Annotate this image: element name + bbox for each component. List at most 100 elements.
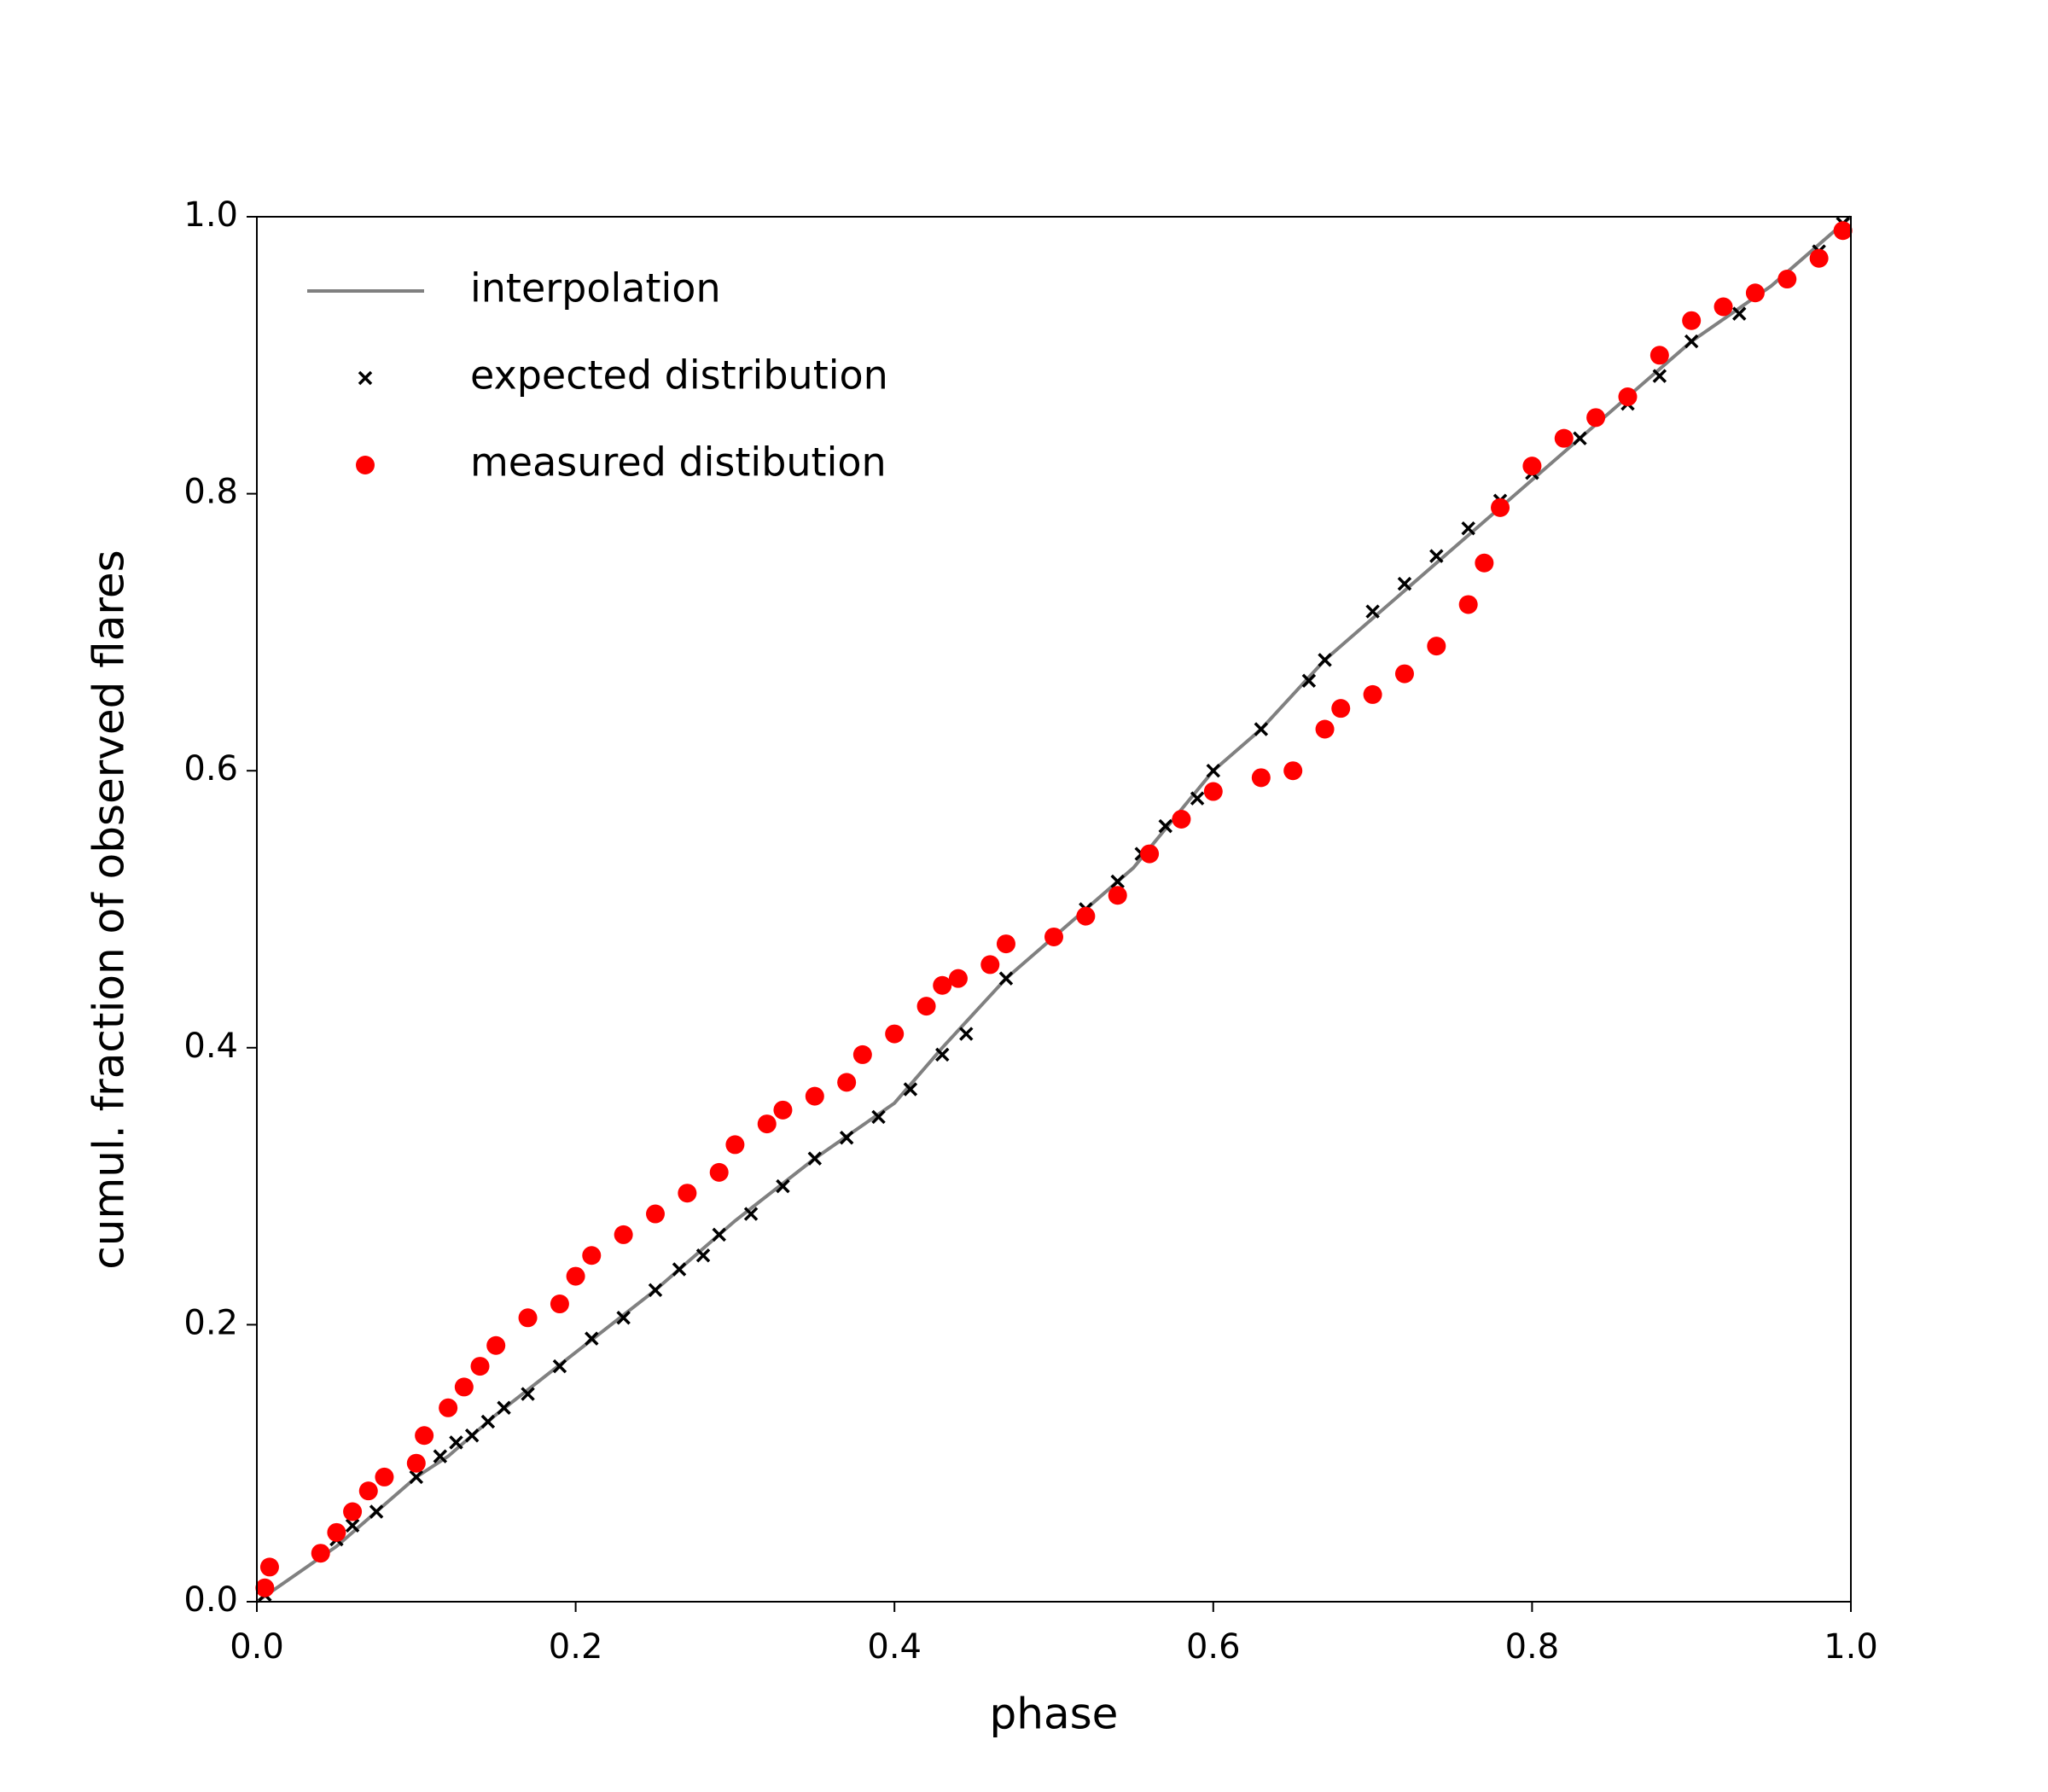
x-tick-label: 0.6 <box>1186 1627 1241 1667</box>
x-tick-label: 0.8 <box>1505 1627 1560 1667</box>
x-marker <box>345 1518 360 1533</box>
dot-marker <box>837 1073 857 1092</box>
y-tick-label: 0.0 <box>183 1580 238 1620</box>
dot-marker <box>470 1357 490 1376</box>
dot-marker <box>646 1204 665 1224</box>
dot-marker <box>885 1024 905 1044</box>
dot-marker <box>1777 270 1797 289</box>
dot-marker <box>1331 699 1351 719</box>
x-marker <box>449 1435 463 1450</box>
dot-marker <box>1649 346 1669 365</box>
dot-marker <box>805 1086 824 1106</box>
dot-marker <box>678 1184 697 1203</box>
x-marker <box>959 1027 974 1041</box>
dot-marker <box>1394 664 1414 684</box>
dot-marker <box>486 1335 506 1355</box>
legend-x <box>358 370 373 386</box>
dot-marker <box>1458 595 1478 614</box>
x-marker <box>497 1400 511 1416</box>
dot-marker <box>1044 927 1063 946</box>
dot-marker <box>582 1246 602 1265</box>
x-marker <box>807 1151 823 1166</box>
x-marker <box>712 1227 726 1242</box>
y-tick-label: 0.8 <box>183 473 238 512</box>
x-tick-label: 0.2 <box>549 1627 603 1667</box>
dot-marker <box>1522 457 1542 476</box>
dot-marker <box>454 1377 474 1397</box>
dot-marker <box>1833 221 1853 241</box>
dot-marker <box>1713 297 1733 317</box>
x-marker <box>935 1047 950 1062</box>
x-marker <box>1301 673 1317 688</box>
dot-marker <box>1682 311 1702 330</box>
x-marker <box>552 1359 567 1374</box>
plot-frame <box>256 216 1852 1603</box>
x-tick-label: 1.0 <box>1824 1627 1878 1667</box>
x-marker <box>1190 791 1205 806</box>
x-marker <box>1732 306 1747 321</box>
dot-marker <box>725 1135 745 1155</box>
dot-marker <box>1554 428 1574 448</box>
dot-marker <box>518 1308 538 1328</box>
x-marker <box>1397 576 1412 591</box>
y-tick-label: 0.4 <box>183 1027 238 1066</box>
dot-marker <box>1140 844 1160 864</box>
x-marker <box>695 1248 711 1263</box>
dot-marker <box>358 1481 378 1501</box>
x-marker <box>433 1449 448 1463</box>
x-marker <box>1318 653 1332 667</box>
dot-marker <box>439 1398 458 1417</box>
x-marker <box>672 1262 687 1277</box>
x-marker <box>903 1082 918 1097</box>
legend-label: expected distribution <box>470 352 888 399</box>
dot-marker <box>1427 637 1446 656</box>
x-marker <box>998 971 1014 986</box>
x-marker <box>369 1504 384 1519</box>
x-marker <box>1110 874 1125 889</box>
x-marker <box>871 1109 886 1125</box>
dot-marker <box>327 1522 346 1542</box>
dot-marker <box>550 1295 569 1314</box>
x-marker <box>1206 763 1221 778</box>
dot-marker <box>255 1578 275 1597</box>
dot-marker <box>343 1502 363 1521</box>
x-marker <box>1573 431 1587 445</box>
dot-marker <box>1745 283 1765 303</box>
dot-marker <box>948 969 968 988</box>
x-marker <box>743 1207 759 1221</box>
x-marker <box>648 1283 663 1298</box>
dot-marker <box>916 997 936 1016</box>
dot-marker <box>566 1266 585 1286</box>
y-tick-label: 1.0 <box>183 195 238 235</box>
dot-marker <box>614 1225 633 1244</box>
dot-marker <box>1108 886 1127 905</box>
x-marker <box>409 1469 424 1485</box>
x-marker <box>1158 818 1172 834</box>
y-tick-label: 0.2 <box>183 1303 238 1342</box>
x-marker <box>521 1387 535 1401</box>
dot-marker <box>757 1114 777 1134</box>
x-marker <box>616 1311 631 1325</box>
dot-marker <box>980 955 1000 975</box>
dot-marker <box>933 975 952 995</box>
x-marker <box>1461 521 1475 536</box>
x-marker <box>776 1178 790 1194</box>
dot-marker <box>1475 553 1494 573</box>
dot-marker <box>1586 408 1606 428</box>
x-marker <box>585 1331 599 1346</box>
legend-label: interpolation <box>470 265 721 311</box>
y-axis-label: cumul. fraction of observed flares <box>84 550 134 1269</box>
y-tick-label: 0.6 <box>183 749 238 788</box>
dot-marker <box>415 1426 434 1446</box>
dot-marker <box>709 1162 729 1182</box>
dot-marker <box>1618 387 1638 406</box>
x-marker <box>839 1131 854 1145</box>
x-axis-label: phase <box>990 1690 1119 1739</box>
legend-label: measured distibution <box>470 439 887 486</box>
x-marker <box>1429 549 1444 563</box>
dot-marker <box>311 1544 330 1563</box>
dot-marker <box>1251 768 1271 788</box>
dot-marker <box>996 934 1015 954</box>
legend-dot <box>356 456 375 474</box>
